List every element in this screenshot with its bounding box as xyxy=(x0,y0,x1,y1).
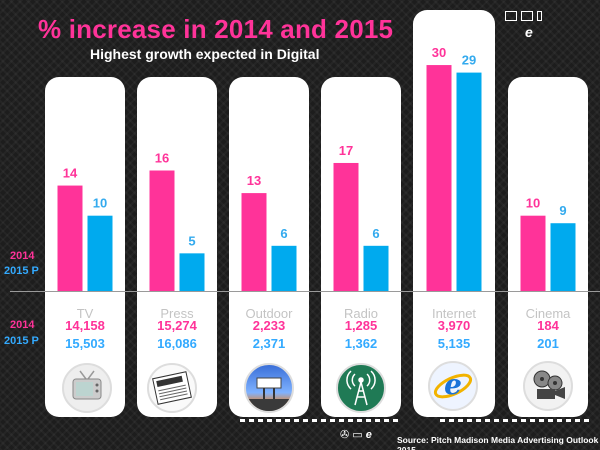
bar-internet-2014 xyxy=(426,65,452,291)
source-note: Source: Pitch Madison Media Advertising … xyxy=(397,435,599,450)
category-label-outdoor: Outdoor xyxy=(245,306,293,321)
internet-explorer-icon: e xyxy=(365,429,372,441)
billboard-icon xyxy=(244,363,294,413)
category-label-press: Press xyxy=(160,306,194,321)
tv-icon xyxy=(62,363,112,413)
data-label-tv-2015: 10 xyxy=(93,196,107,211)
data-label-tv-2014: 14 xyxy=(63,166,78,181)
dashed-divider xyxy=(440,419,590,422)
bar-press-2015 xyxy=(179,253,205,291)
table-value-press-2014: 15,274 xyxy=(157,318,197,333)
table-value-tv-2015: 15,503 xyxy=(65,336,105,351)
film-reel-icon xyxy=(523,361,573,411)
category-label-cinema: Cinema xyxy=(525,306,571,321)
monitor-icon: ▭ xyxy=(352,429,363,441)
category-label-radio: Radio xyxy=(344,306,378,321)
media-icons-bottom: ✇ ▭ e xyxy=(340,428,372,441)
category-label-tv: TV xyxy=(76,306,94,321)
tv-icon xyxy=(505,11,517,21)
chart-baseline xyxy=(10,291,600,292)
data-label-radio-2014: 17 xyxy=(339,143,353,158)
film-reel-icon: ✇ xyxy=(340,429,350,441)
data-label-press-2015: 5 xyxy=(188,233,195,248)
bar-tv-2014 xyxy=(57,185,83,291)
table-value-radio-2015: 1,362 xyxy=(344,336,378,351)
table-value-outdoor-2014: 2,233 xyxy=(252,318,286,333)
data-label-cinema-2015: 9 xyxy=(559,203,566,218)
bar-outdoor-2015 xyxy=(271,245,297,291)
legend-2014: 2014 xyxy=(10,250,35,262)
bar-cinema-2014 xyxy=(520,215,546,291)
legend-2015: 2015 P xyxy=(4,265,39,277)
table-value-radio-2014: 1,285 xyxy=(344,318,378,333)
page-title: % increase in 2014 and 2015 xyxy=(38,14,394,44)
bar-tv-2015 xyxy=(87,215,113,291)
data-label-internet-2015: 29 xyxy=(462,53,476,68)
screen-icon xyxy=(521,11,533,21)
bar-outdoor-2014 xyxy=(241,193,267,291)
internet-explorer-icon: e xyxy=(428,361,478,411)
bar-internet-2015 xyxy=(456,72,482,291)
newspaper-icon xyxy=(147,363,197,413)
data-label-radio-2015: 6 xyxy=(372,226,379,241)
data-label-press-2014: 16 xyxy=(155,151,169,166)
data-label-internet-2014: 30 xyxy=(432,45,446,60)
bar-radio-2015 xyxy=(363,245,389,291)
table-value-cinema-2014: 184 xyxy=(537,318,559,333)
table-value-tv-2014: 14,158 xyxy=(65,318,105,333)
bar-radio-2014 xyxy=(333,162,359,291)
table-value-internet-2014: 3,970 xyxy=(437,318,471,333)
microphone-icon xyxy=(537,11,542,21)
svg-text:e: e xyxy=(444,368,462,401)
data-label-cinema-2014: 10 xyxy=(526,196,540,211)
table-row-label-2015: 2015 P xyxy=(4,335,39,347)
table-value-outdoor-2015: 2,371 xyxy=(252,336,286,351)
data-label-outdoor-2014: 13 xyxy=(247,173,261,188)
table-value-cinema-2015: 201 xyxy=(537,336,559,351)
bar-cinema-2015 xyxy=(550,223,576,291)
table-value-internet-2015: 5,135 xyxy=(437,336,471,351)
table-value-press-2015: 16,086 xyxy=(157,336,197,351)
media-icons-top xyxy=(505,8,565,24)
page-subtitle: Highest growth expected in Digital xyxy=(90,46,320,62)
dashed-divider xyxy=(240,419,400,422)
bar-press-2014 xyxy=(149,170,175,291)
category-label-internet: Internet xyxy=(431,306,477,321)
table-row-label-2014: 2014 xyxy=(10,319,35,331)
radio-tower-icon xyxy=(336,363,386,413)
internet-explorer-icon: e xyxy=(525,24,533,40)
data-label-outdoor-2015: 6 xyxy=(280,226,287,241)
